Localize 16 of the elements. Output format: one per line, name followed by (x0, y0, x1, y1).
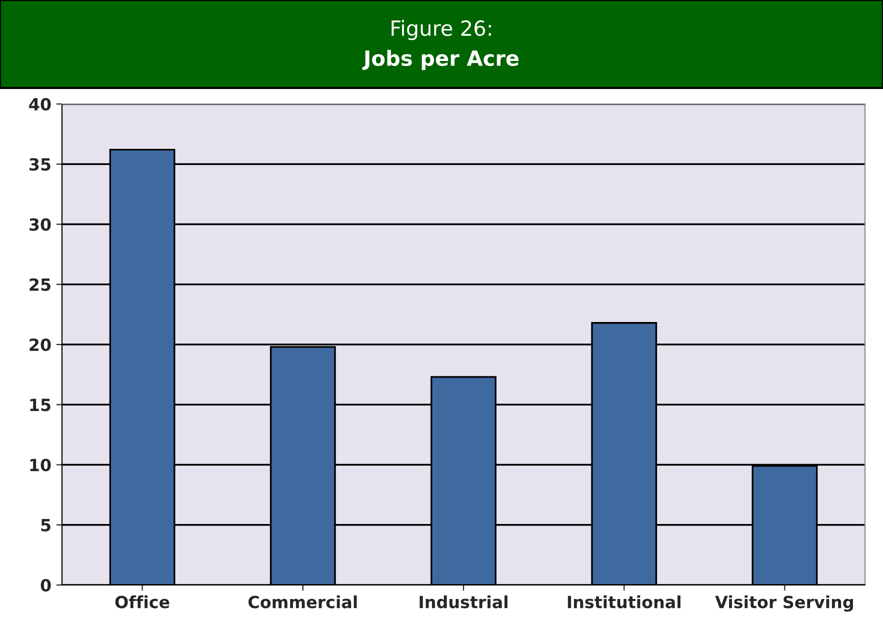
y-tick-label: 15 (30, 398, 50, 412)
x-tick-label: Industrial (420, 595, 508, 608)
y-tick-label: 30 (30, 218, 51, 231)
y-tick-label: 25 (30, 278, 50, 291)
y-tick-label: 35 (30, 158, 50, 171)
y-tick-label: 0 (40, 578, 51, 592)
x-tick-label: Commercial (248, 595, 357, 608)
y-tick-label: 40 (29, 98, 51, 111)
x-tick-label: Visitor Serving (715, 595, 853, 612)
chart-title: Figure 26: (392, 20, 491, 40)
x-tick-label: Office (115, 595, 170, 608)
x-tick-label: Institutional (568, 595, 680, 608)
y-tick-label: 10 (30, 458, 51, 472)
chart-subtitle: Jobs per Acre (362, 50, 519, 70)
y-tick-label: 5 (41, 519, 50, 532)
y-tick-label: 20 (30, 338, 51, 352)
